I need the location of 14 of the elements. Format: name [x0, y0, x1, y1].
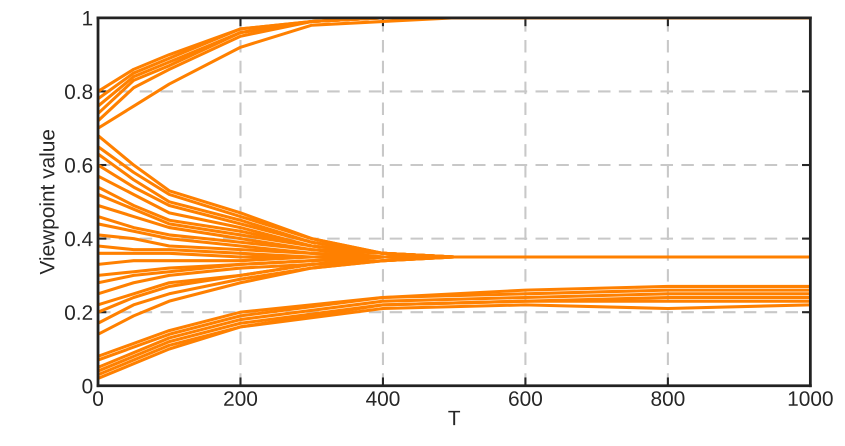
x-tick-label: 0 [93, 391, 103, 406]
x-tick-label: 400 [366, 391, 400, 406]
x-tick-label: 600 [509, 391, 542, 406]
y-tick-label: 0.2 [65, 305, 92, 320]
x-tick-label: 200 [224, 391, 258, 406]
x-tick-label: 800 [651, 391, 684, 406]
y-axis-title: Viewpoint value [39, 130, 59, 274]
y-tick-label: 0 [82, 378, 92, 394]
y-tick-label: 1 [83, 11, 92, 26]
x-axis-title: T [448, 410, 460, 426]
y-tick-label: 0.8 [65, 84, 92, 100]
x-tick-label: 1000 [788, 391, 833, 406]
y-tick-label: 0.6 [65, 158, 92, 173]
y-tick-label: 0.4 [65, 232, 93, 246]
